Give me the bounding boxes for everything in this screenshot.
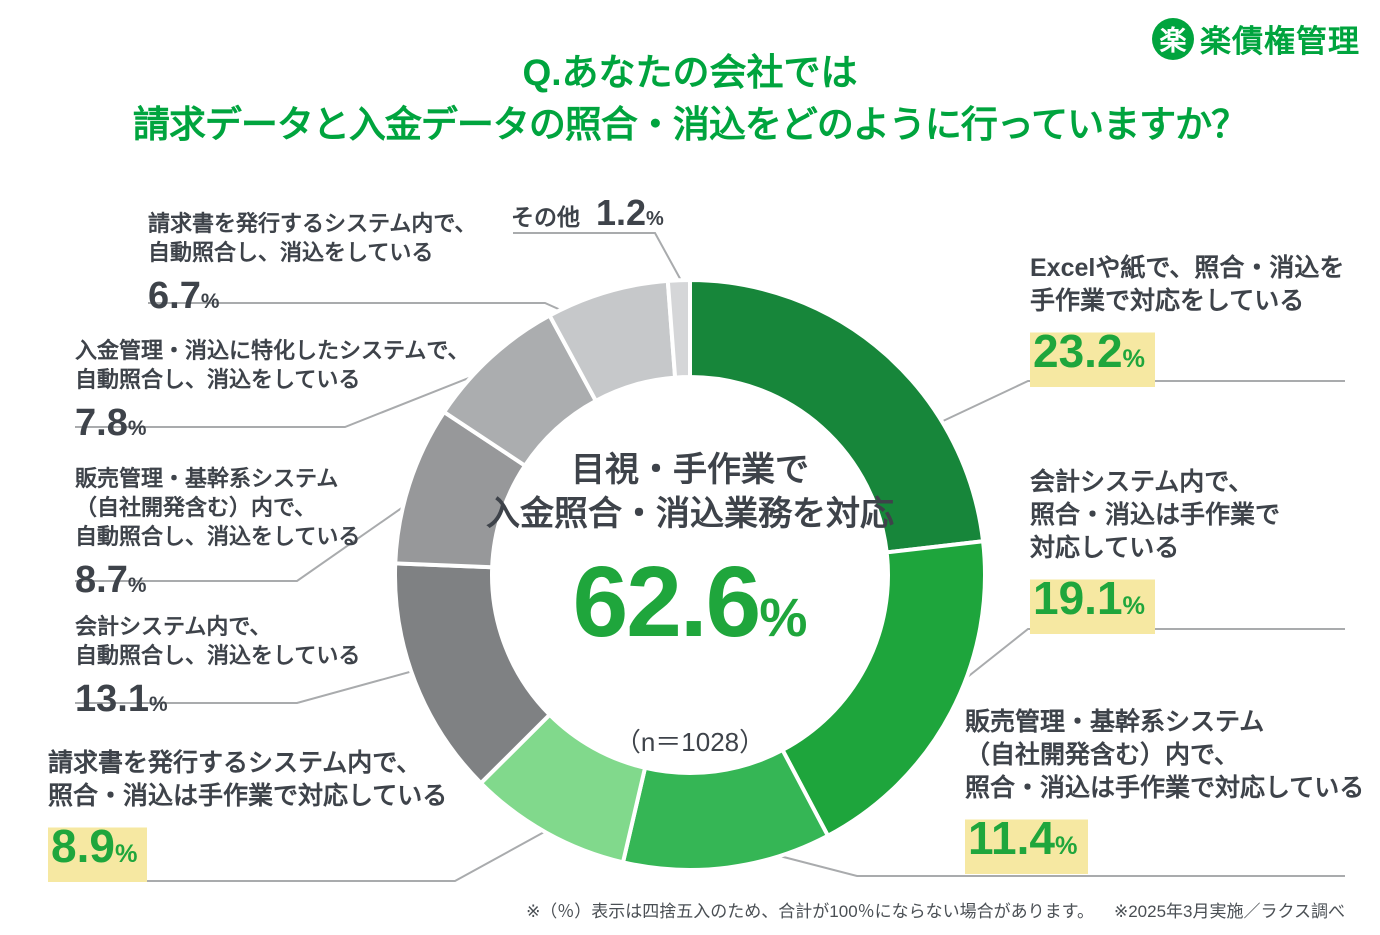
callout-value: 8.7%: [75, 559, 147, 601]
percent-sign: %: [1122, 345, 1146, 373]
callout-text: 照合・消込は手作業で対応している: [965, 774, 1365, 802]
page-title-line1: Q.あなたの会社では: [522, 52, 858, 93]
callout-text: 販売管理・基幹系システム: [965, 708, 1265, 736]
footnote: ※（％）表示は四捨五入のため、合計が100％にならない場合があります。 ※202…: [526, 897, 1345, 922]
callout-connector-line: [48, 830, 547, 882]
callout-accounting-system-auto: 会計システム内で、 自動照合し、消込をしている 13.1%: [75, 612, 360, 727]
callout-connector-line: [513, 232, 684, 285]
callout-connector-line: [964, 628, 1345, 680]
callout-value-highlighted: 8.9%: [48, 820, 447, 882]
percent-sign: %: [127, 417, 147, 440]
brand-logo-name: 楽債権管理: [1200, 24, 1360, 59]
callout-other-label: その他: [511, 204, 580, 230]
callout-accounting-system-manual: 会計システム内で、 照合・消込は手作業で 対応している 19.1%: [1030, 466, 1280, 634]
callout-text: 入金管理・消込に特化したシステムで、: [75, 338, 470, 363]
callout-text: 自動照合し、消込をしている: [148, 240, 434, 265]
percent-sign: %: [200, 290, 220, 313]
footnote-rounding: ※（％）表示は四捨五入のため、合計が100％にならない場合があります。: [526, 902, 1094, 921]
percent-sign: %: [759, 588, 808, 648]
callout-value-highlighted: 19.1%: [1030, 572, 1280, 634]
callout-invoice-system-manual: 請求書を発行するシステム内で、 照合・消込は手作業で対応している 8.9%: [48, 747, 447, 882]
callout-text: （自社開発含む）内で、: [965, 741, 1240, 769]
callout-text: 手作業で対応をしている: [1030, 287, 1305, 315]
center-text-line2: 入金照合・消込業務を対応: [486, 495, 894, 533]
callout-text: 照合・消込は手作業で対応している: [48, 782, 448, 810]
callout-connector-line: [75, 667, 425, 704]
page-title: Q.あなたの会社では 請求データと入金データの照合・消込をどのように行っています…: [0, 48, 1380, 152]
callout-text: Excelや紙で、照合・消込を: [1030, 254, 1345, 282]
callout-connector-line: [75, 497, 417, 582]
callout-text: 自動照合し、消込をしている: [75, 524, 361, 549]
callout-text: 請求書を発行するシステム内で、: [148, 211, 477, 236]
percent-sign: %: [1122, 592, 1146, 620]
callout-other: その他 1.2%: [511, 192, 664, 234]
sample-size-label: （n＝1028）: [614, 727, 766, 757]
callout-other-value: 1.2%: [596, 192, 664, 233]
donut-center-label: 目視・手作業で 入金照合・消込業務を対応 62.6% （n＝1028）: [430, 448, 950, 759]
callout-value: 13.1%: [75, 678, 168, 720]
callout-value: 6.7%: [148, 275, 220, 317]
brand-logo: 楽 楽債権管理: [1152, 16, 1360, 61]
callout-text: 自動照合し、消込をしている: [75, 643, 361, 668]
callout-payment-system-auto: 入金管理・消込に特化したシステムで、 自動照合し、消込をしている 7.8%: [75, 336, 469, 451]
brand-logo-mark-icon: 楽: [1152, 17, 1194, 60]
callout-connector-line: [75, 367, 495, 428]
callout-connector-line: [942, 380, 1345, 422]
percent-sign: %: [1055, 832, 1078, 860]
callout-excel-paper-manual: Excelや紙で、照合・消込を 手作業で対応をしている 23.2%: [1030, 252, 1344, 387]
percent-sign: %: [646, 208, 664, 230]
center-text-line1: 目視・手作業で: [571, 451, 809, 489]
callout-value-highlighted: 11.4%: [965, 812, 1364, 874]
page-title-line2: 請求データと入金データの照合・消込をどのように行っていますか？: [132, 104, 1248, 145]
callout-text: 自動照合し、消込をしている: [75, 367, 361, 392]
callout-text: （自社開発含む）内で、: [75, 495, 317, 520]
callout-value-highlighted: 23.2%: [1030, 325, 1344, 387]
callout-text: 請求書を発行するシステム内で、: [48, 749, 422, 777]
callout-text: 照合・消込は手作業で: [1030, 501, 1281, 529]
center-total-percent: 62.6%: [572, 546, 808, 658]
donut-segment-8: [665, 278, 692, 380]
donut-segments: [393, 278, 987, 872]
callout-invoice-system-auto: 請求書を発行するシステム内で、 自動照合し、消込をしている 6.7%: [148, 209, 476, 324]
callout-sales-system-auto: 販売管理・基幹系システム （自社開発含む）内で、 自動照合し、消込をしている 8…: [75, 464, 360, 608]
percent-sign: %: [114, 840, 138, 868]
callout-value: 7.8%: [75, 402, 147, 444]
donut-segment-0: [688, 278, 986, 555]
percent-sign: %: [127, 574, 147, 597]
callout-text: 販売管理・基幹系システム: [75, 466, 339, 491]
footnote-source: ※2025年3月実施／ラクス調べ: [1113, 902, 1345, 921]
callout-sales-system-manual: 販売管理・基幹系システム （自社開発含む）内で、 照合・消込は手作業で対応してい…: [965, 706, 1364, 874]
percent-sign: %: [148, 693, 168, 716]
callout-text: 会計システム内で、: [1030, 468, 1254, 496]
callout-text: 会計システム内で、: [75, 614, 272, 639]
callout-text: 対応している: [1030, 534, 1180, 562]
